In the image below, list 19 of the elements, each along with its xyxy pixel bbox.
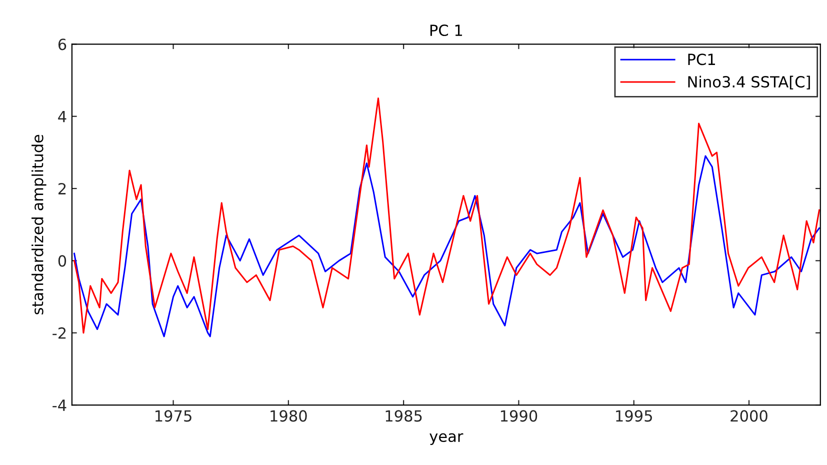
x-tick-label: 1980 (270, 410, 307, 422)
legend-label: PC1 (688, 54, 715, 66)
y-tick-label: 6 (58, 38, 66, 50)
x-tick-label: 1995 (616, 410, 652, 422)
x-tick-label: 1975 (156, 410, 192, 422)
line-series (73, 98, 820, 334)
y-tick-label: 4 (58, 111, 66, 122)
x-tick-label: 1985 (386, 410, 422, 422)
x-tick-label: 1990 (500, 410, 538, 422)
y-tick-label: 2 (58, 182, 66, 194)
chart-title: PC 1 (430, 24, 462, 36)
y-tick-label: -4 (52, 400, 66, 411)
legend-label: Nino3.4 SSTA[C] (688, 76, 810, 90)
x-tick-label: 2000 (730, 410, 768, 422)
line-series (73, 155, 820, 338)
y-axis-title: standardized amplitude (32, 134, 46, 314)
x-axis-title: year (430, 433, 464, 446)
y-tick-label: 0 (58, 255, 66, 267)
y-tick-label: -2 (52, 327, 66, 339)
